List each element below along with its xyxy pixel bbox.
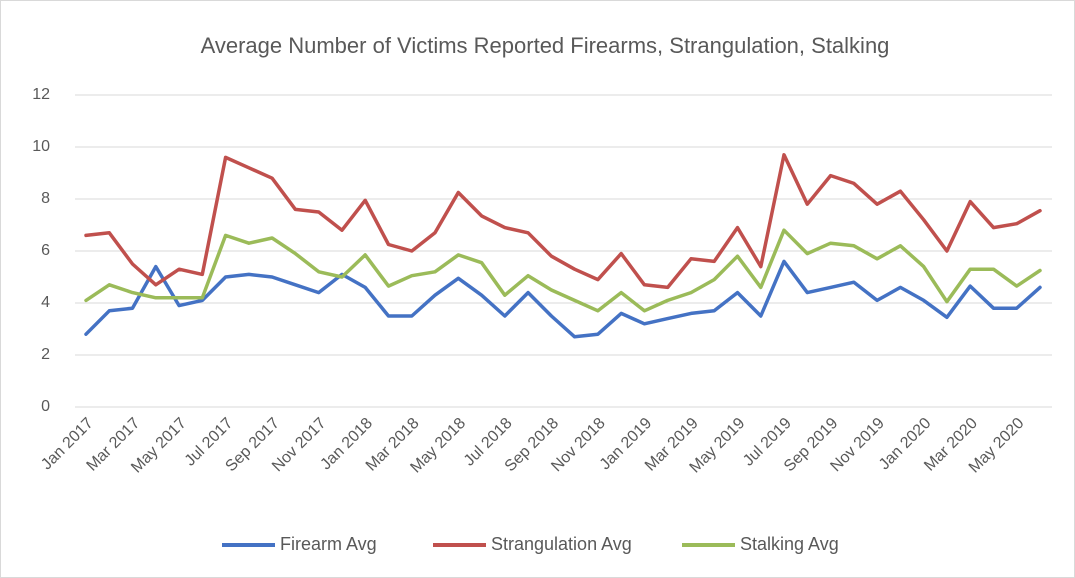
y-tick-label: 8 (41, 190, 50, 207)
legend-label: Firearm Avg (280, 534, 377, 554)
series-line (84, 259, 1042, 339)
y-tick-label: 4 (41, 294, 50, 311)
y-tick-label: 6 (41, 242, 50, 259)
y-tick-label: 12 (32, 86, 50, 103)
legend-label: Strangulation Avg (491, 534, 632, 554)
chart-title: Average Number of Victims Reported Firea… (201, 33, 890, 58)
y-tick-label: 10 (32, 138, 50, 155)
series-line (84, 153, 1042, 290)
legend-label: Stalking Avg (740, 534, 839, 554)
y-tick-label: 2 (41, 346, 50, 363)
y-tick-label: 0 (41, 398, 50, 415)
series-line (84, 228, 1042, 313)
